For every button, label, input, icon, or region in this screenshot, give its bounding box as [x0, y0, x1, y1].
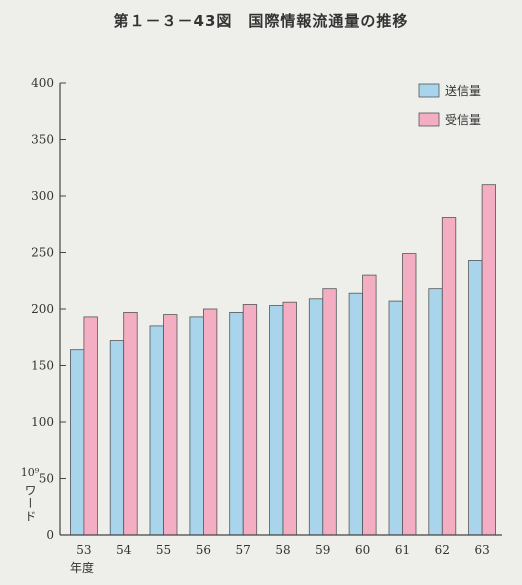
bar-send-63: [468, 259, 483, 536]
bar-recv-54: [123, 311, 138, 536]
y-tick-label: 300: [31, 189, 54, 203]
bar-recv-57: [242, 304, 258, 536]
x-tick-label: 55: [156, 543, 171, 557]
x-tick-label: 59: [315, 543, 330, 557]
x-tick-label: 53: [76, 543, 91, 557]
bar-recv-56: [202, 308, 218, 536]
legend-label: 送信量: [445, 83, 481, 98]
bar-recv-62: [441, 217, 457, 536]
bar-send-62: [428, 288, 443, 536]
y-tick-label: 350: [31, 133, 54, 147]
y-tick-label: 0: [46, 528, 54, 542]
y-tick-label: 400: [31, 76, 54, 90]
legend-swatch: [418, 83, 440, 98]
legend-swatch: [418, 112, 440, 127]
x-tick-label: 58: [275, 543, 290, 557]
bar-recv-53: [83, 316, 98, 536]
x-tick-label: 56: [196, 543, 211, 557]
bar-recv-59: [322, 288, 337, 536]
bar-send-56: [189, 316, 204, 536]
x-tick-label: 62: [435, 543, 450, 557]
y-tick-label: 100: [31, 415, 54, 429]
y-tick-label: 50: [39, 472, 54, 486]
y-tick-label: 150: [31, 359, 54, 373]
bar-send-55: [149, 325, 164, 536]
bar-send-54: [109, 340, 125, 536]
bar-send-58: [269, 305, 284, 536]
y-tick-label: 250: [31, 246, 54, 260]
bar-send-53: [70, 349, 85, 536]
chart-title: 第１－３－43図 国際情報流通量の推移: [113, 12, 409, 30]
bar-send-60: [348, 292, 364, 536]
y-tick-label: 200: [31, 302, 54, 316]
x-tick-label: 54: [116, 543, 132, 557]
x-axis-label: 年度: [70, 560, 94, 575]
legend-label: 受信量: [445, 113, 481, 127]
x-tick-label: 61: [395, 543, 410, 557]
bar-recv-55: [163, 314, 178, 536]
x-tick-label: 63: [474, 543, 489, 557]
bar-recv-63: [481, 184, 497, 536]
bar-recv-58: [282, 301, 297, 536]
bar-send-57: [229, 311, 244, 536]
bar-recv-60: [362, 274, 377, 536]
x-tick-label: 60: [355, 543, 370, 557]
x-tick-label: 57: [236, 543, 251, 557]
bar-recv-61: [402, 253, 417, 536]
y-axis-exponent: 10⁹: [21, 466, 40, 479]
bar-send-61: [388, 300, 403, 536]
bar-send-59: [308, 298, 324, 536]
y-axis-unit: ワード: [23, 484, 37, 523]
